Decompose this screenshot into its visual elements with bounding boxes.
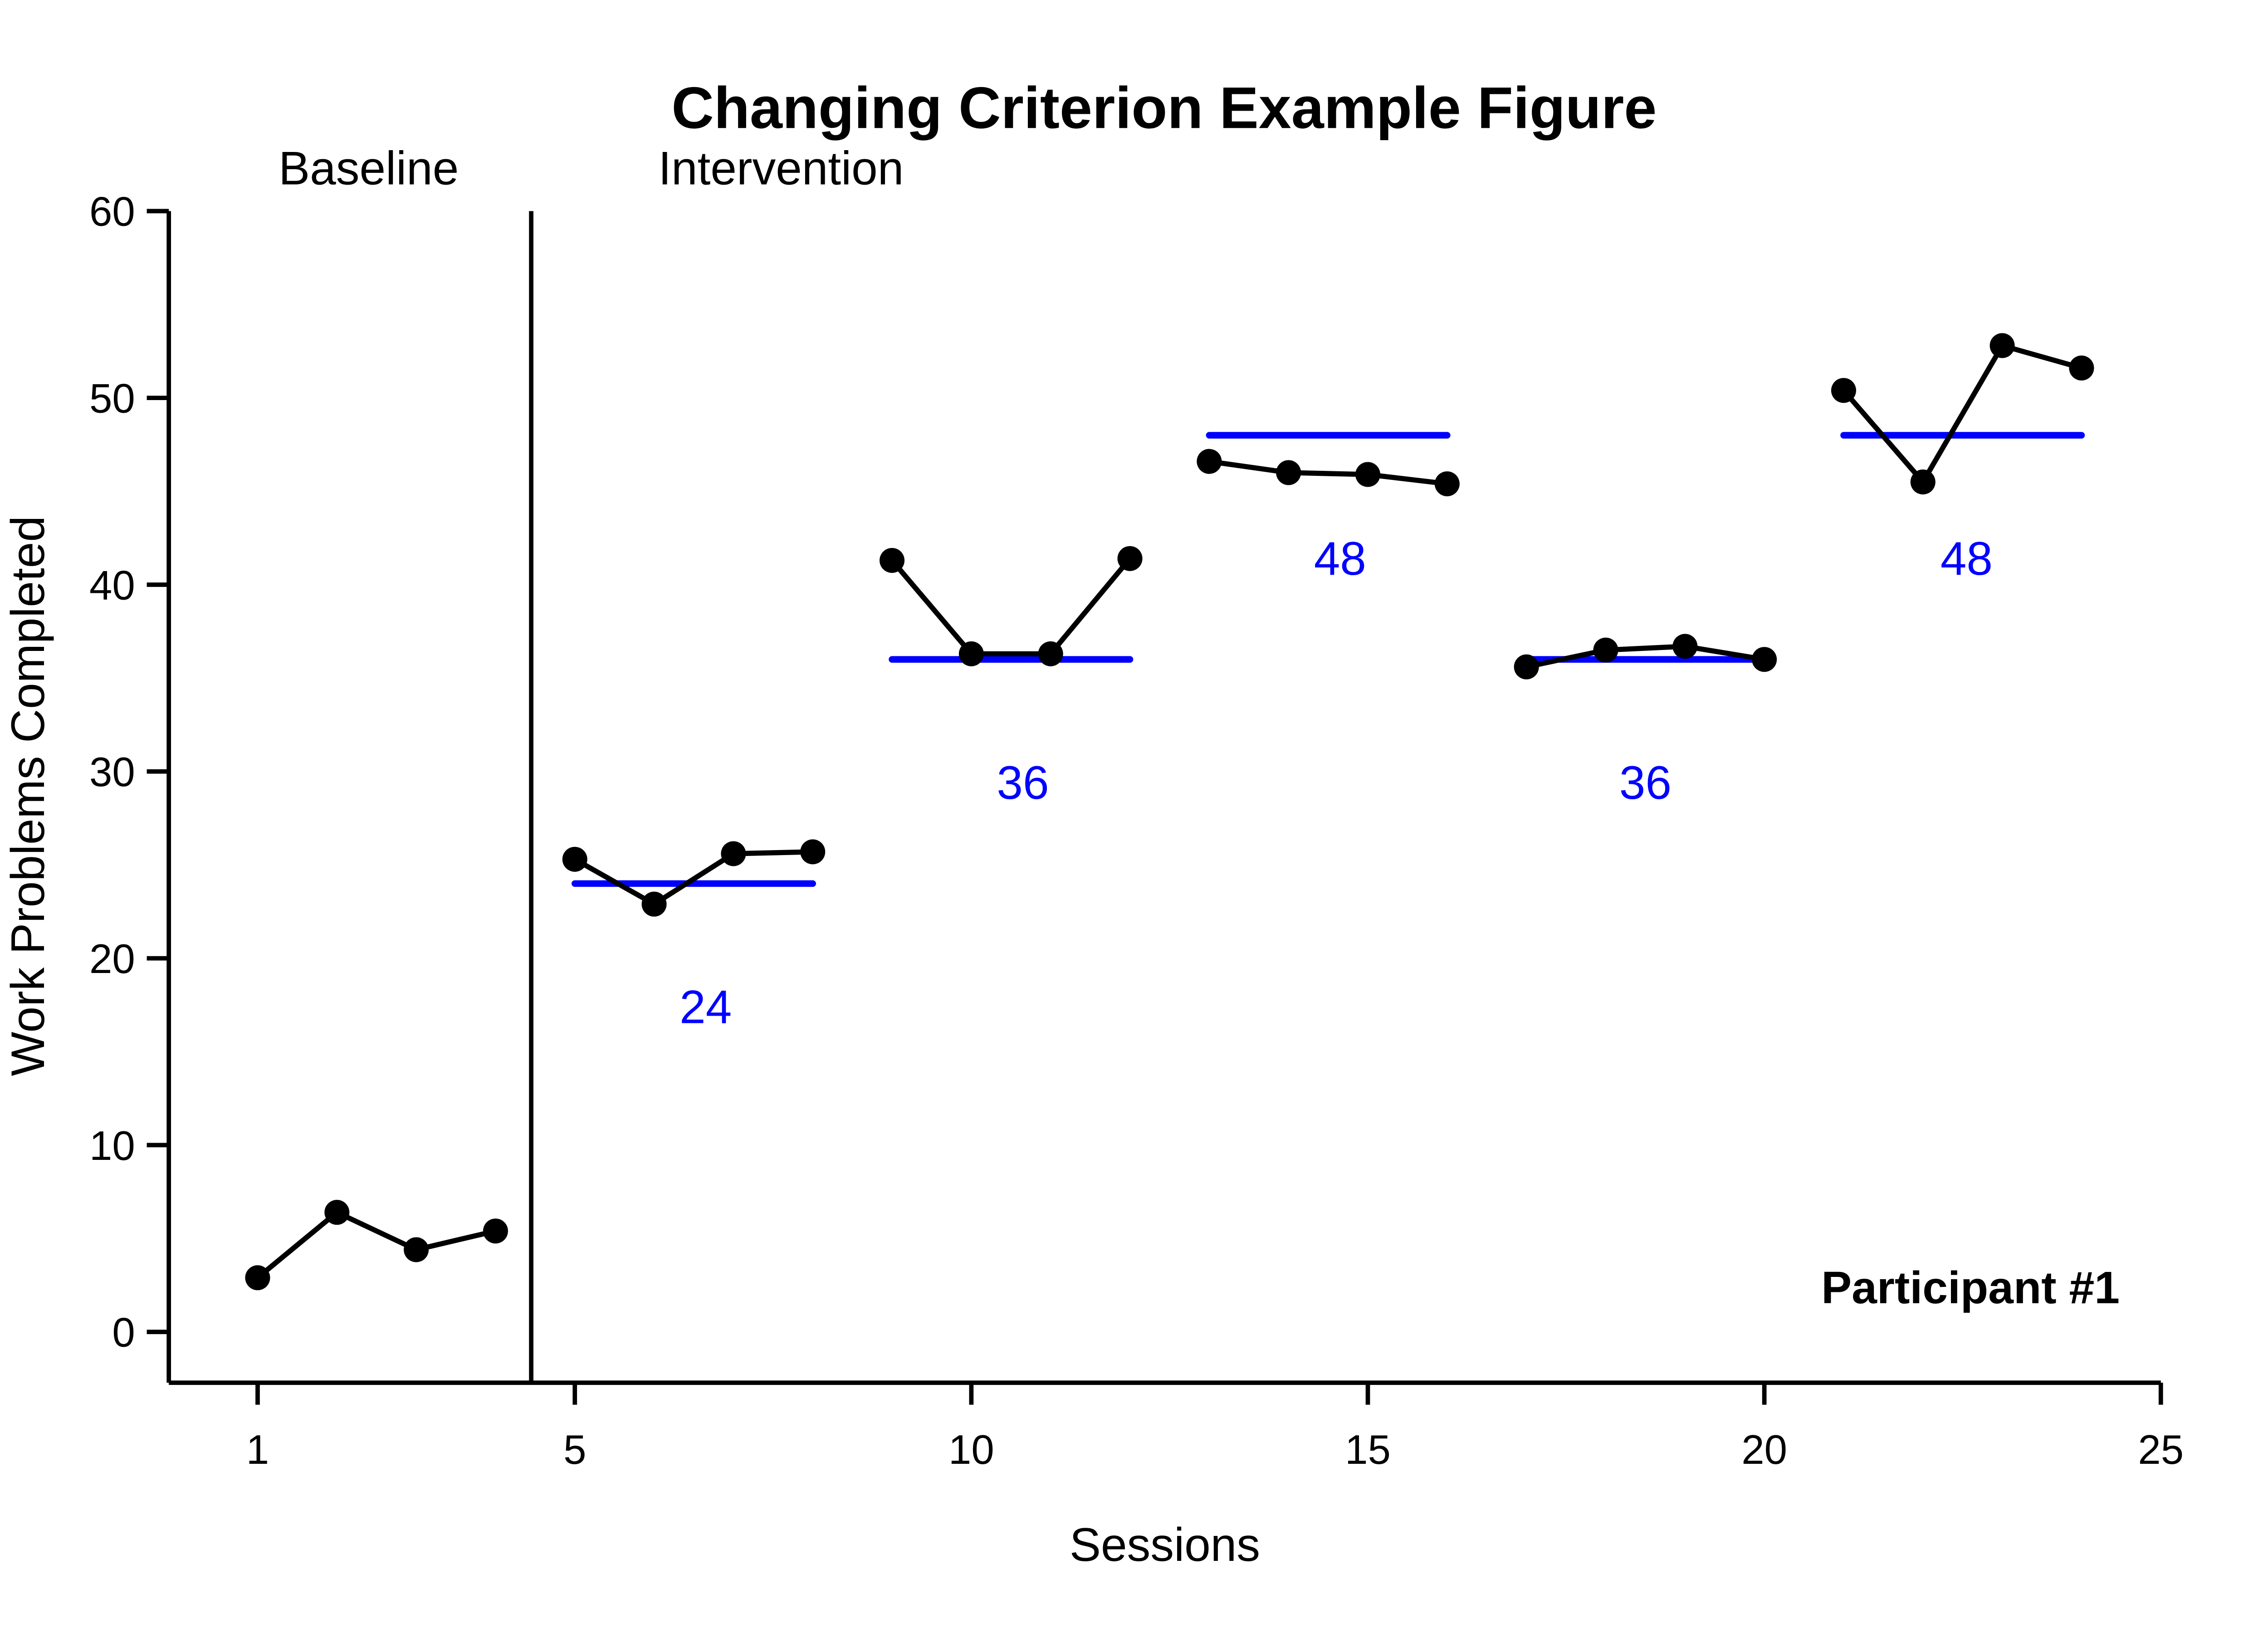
x-axis-title: Sessions xyxy=(1070,1518,1260,1571)
x-tick-label: 25 xyxy=(2138,1427,2184,1473)
y-tick-label: 30 xyxy=(89,749,135,795)
data-point-s16 xyxy=(1434,471,1460,497)
y-tick-label: 0 xyxy=(112,1310,135,1356)
data-point-s18 xyxy=(1593,637,1618,663)
data-point-s20 xyxy=(1752,647,1777,672)
data-line-0 xyxy=(256,1209,496,1280)
data-point-s5 xyxy=(562,846,587,872)
data-point-s3 xyxy=(404,1237,429,1262)
data-point-s12 xyxy=(1117,546,1143,571)
data-point-s4 xyxy=(483,1218,508,1244)
data-point-s23 xyxy=(1989,333,2015,358)
data-line-2 xyxy=(890,557,1132,657)
x-tick-label: 1 xyxy=(246,1427,269,1473)
y-tick-label: 40 xyxy=(89,562,135,608)
data-point-s10 xyxy=(958,641,984,666)
data-line-3 xyxy=(1209,459,1447,487)
chart-title: Changing Criterion Example Figure xyxy=(671,75,1657,141)
data-point-s22 xyxy=(1910,469,1936,494)
data-point-s2 xyxy=(324,1200,350,1225)
criterion-value-label: 36 xyxy=(997,756,1049,809)
data-line-5 xyxy=(1842,342,2082,487)
criterion-value-label: 24 xyxy=(679,980,732,1033)
y-tick-label: 60 xyxy=(89,189,135,235)
data-point-s17 xyxy=(1514,654,1539,680)
data-point-s13 xyxy=(1197,449,1222,474)
data-point-s15 xyxy=(1355,462,1381,487)
data-line-1 xyxy=(573,849,813,907)
data-point-s21 xyxy=(1831,378,1856,403)
criterion-value-label: 36 xyxy=(1619,756,1672,809)
data-point-s11 xyxy=(1038,641,1063,666)
criterion-value-label: 48 xyxy=(1941,532,1993,585)
y-tick-label: 50 xyxy=(89,376,135,422)
y-tick-label: 10 xyxy=(89,1123,135,1169)
data-point-s8 xyxy=(800,839,826,865)
participant-label: Participant #1 xyxy=(1821,1262,2120,1313)
data-point-s1 xyxy=(245,1265,270,1291)
x-tick-label: 10 xyxy=(948,1427,994,1473)
x-tick-label: 5 xyxy=(563,1427,586,1473)
y-axis-title: Work Problems Completed xyxy=(1,516,54,1076)
data-point-s24 xyxy=(2069,355,2094,381)
data-point-s14 xyxy=(1276,460,1301,485)
data-point-s19 xyxy=(1672,634,1698,659)
data-point-s9 xyxy=(880,548,905,573)
x-tick-label: 20 xyxy=(1741,1427,1787,1473)
intervention-phase-label: Intervention xyxy=(658,142,904,194)
x-tick-label: 15 xyxy=(1345,1427,1391,1473)
data-point-s6 xyxy=(641,891,667,917)
y-tick-label: 20 xyxy=(89,936,135,982)
criterion-value-label: 48 xyxy=(1314,532,1366,585)
data-line-4 xyxy=(1525,644,1765,670)
baseline-phase-label: Baseline xyxy=(279,142,459,194)
data-point-s7 xyxy=(721,841,746,866)
